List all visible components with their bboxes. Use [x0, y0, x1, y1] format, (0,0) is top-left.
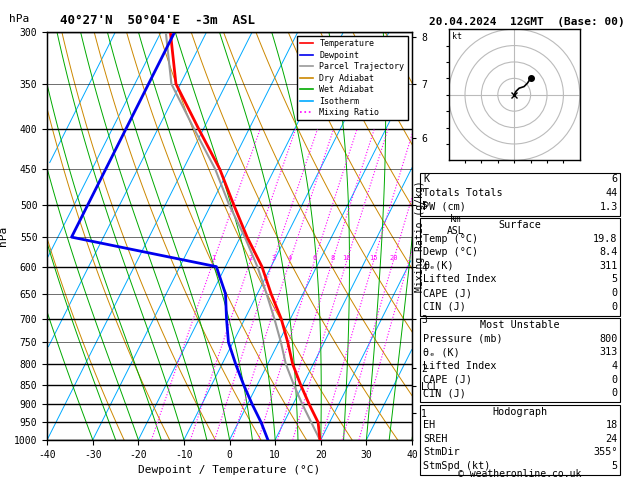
Legend: Temperature, Dewpoint, Parcel Trajectory, Dry Adiabat, Wet Adiabat, Isotherm, Mi: Temperature, Dewpoint, Parcel Trajectory…: [297, 36, 408, 121]
Text: 355°: 355°: [593, 448, 618, 457]
Text: 18: 18: [606, 420, 618, 430]
Text: hPa: hPa: [9, 14, 30, 24]
Text: 6: 6: [611, 174, 618, 184]
Text: 313: 313: [599, 347, 618, 357]
Text: 5: 5: [611, 461, 618, 471]
Text: Lifted Index: Lifted Index: [423, 361, 497, 371]
Text: 0: 0: [611, 375, 618, 384]
Text: 6: 6: [313, 255, 316, 261]
Text: 3: 3: [271, 255, 276, 261]
Text: 1: 1: [211, 255, 216, 261]
Text: StmSpd (kt): StmSpd (kt): [423, 461, 491, 471]
Y-axis label: hPa: hPa: [0, 226, 8, 246]
Text: © weatheronline.co.uk: © weatheronline.co.uk: [458, 469, 582, 479]
Text: 44: 44: [606, 188, 618, 198]
Text: StmDir: StmDir: [423, 448, 460, 457]
Text: Most Unstable: Most Unstable: [480, 320, 560, 330]
Text: SREH: SREH: [423, 434, 448, 444]
Text: Lifted Index: Lifted Index: [423, 275, 497, 284]
Text: θₑ (K): θₑ (K): [423, 347, 460, 357]
Text: 1.3: 1.3: [599, 202, 618, 211]
Text: CAPE (J): CAPE (J): [423, 288, 472, 298]
Text: 10: 10: [343, 255, 351, 261]
Text: Surface: Surface: [498, 220, 542, 230]
Text: Mixing Ratio (g/kg): Mixing Ratio (g/kg): [415, 180, 425, 292]
Text: Temp (°C): Temp (°C): [423, 234, 479, 243]
Text: 40°27'N  50°04'E  -3m  ASL: 40°27'N 50°04'E -3m ASL: [60, 14, 255, 27]
Text: EH: EH: [423, 420, 435, 430]
Text: kt: kt: [452, 33, 462, 41]
Text: 20: 20: [389, 255, 398, 261]
Text: PW (cm): PW (cm): [423, 202, 466, 211]
X-axis label: Dewpoint / Temperature (°C): Dewpoint / Temperature (°C): [138, 465, 321, 475]
Text: 4: 4: [611, 361, 618, 371]
Text: 0: 0: [611, 288, 618, 298]
Text: 5: 5: [611, 275, 618, 284]
Text: 8: 8: [330, 255, 335, 261]
Text: Pressure (mb): Pressure (mb): [423, 334, 503, 344]
Text: Dewp (°C): Dewp (°C): [423, 247, 479, 257]
Text: Totals Totals: Totals Totals: [423, 188, 503, 198]
Text: K: K: [423, 174, 430, 184]
Text: 0: 0: [611, 388, 618, 398]
Text: Hodograph: Hodograph: [493, 407, 547, 417]
Text: 15: 15: [369, 255, 378, 261]
Text: CIN (J): CIN (J): [423, 388, 466, 398]
Text: 0: 0: [611, 302, 618, 312]
Text: CIN (J): CIN (J): [423, 302, 466, 312]
Text: 311: 311: [599, 261, 618, 271]
Text: 800: 800: [599, 334, 618, 344]
Text: CAPE (J): CAPE (J): [423, 375, 472, 384]
Text: 4: 4: [288, 255, 292, 261]
Text: 19.8: 19.8: [593, 234, 618, 243]
Text: θₑ(K): θₑ(K): [423, 261, 454, 271]
Text: 2: 2: [248, 255, 252, 261]
Text: 8.4: 8.4: [599, 247, 618, 257]
Y-axis label: km
ASL: km ASL: [447, 214, 464, 236]
Text: 20.04.2024  12GMT  (Base: 00): 20.04.2024 12GMT (Base: 00): [429, 17, 625, 27]
Text: 24: 24: [606, 434, 618, 444]
